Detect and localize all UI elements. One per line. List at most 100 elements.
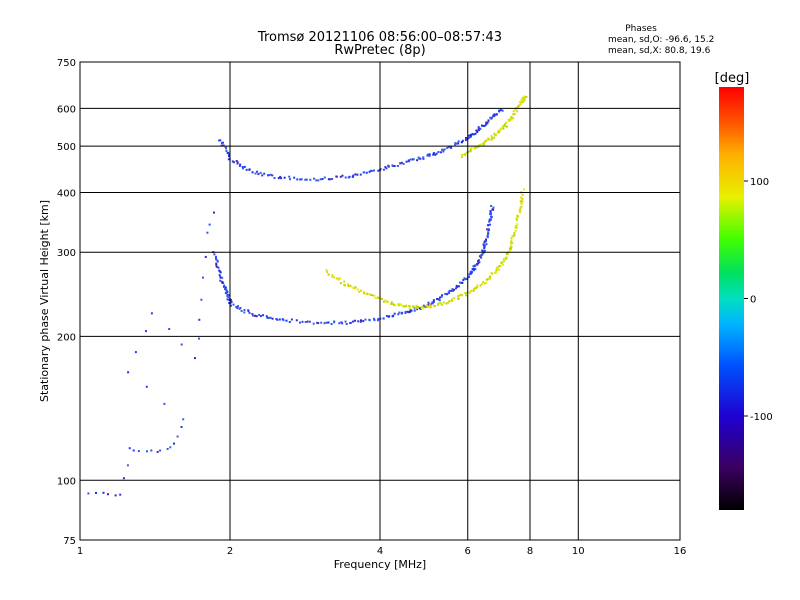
data-point <box>261 174 264 177</box>
data-point <box>439 302 442 305</box>
data-point <box>521 100 524 103</box>
data-point <box>422 306 425 309</box>
data-point <box>461 139 464 142</box>
data-point <box>520 205 523 208</box>
data-point <box>215 263 218 266</box>
data-point <box>237 305 239 308</box>
data-point <box>505 122 507 125</box>
data-point <box>520 196 523 199</box>
data-point <box>238 164 241 167</box>
data-point <box>494 134 497 137</box>
colorbar-ticks: 100 0 -100 <box>744 177 773 423</box>
data-point <box>523 188 525 191</box>
data-point <box>200 298 203 301</box>
data-point <box>384 166 387 169</box>
data-point <box>213 211 215 214</box>
data-point <box>384 299 387 302</box>
data-point <box>295 319 298 322</box>
data-point <box>432 301 435 303</box>
data-point <box>470 133 473 136</box>
data-point <box>304 321 307 323</box>
data-point <box>194 357 196 360</box>
data-point <box>409 158 412 161</box>
data-point <box>309 178 312 181</box>
data-point <box>259 315 262 318</box>
data-point <box>221 276 224 279</box>
data-point <box>248 312 251 314</box>
data-point <box>441 294 443 297</box>
data-point <box>288 321 291 323</box>
data-point <box>510 118 513 121</box>
data-point <box>354 173 357 176</box>
y-tick-label: 750 <box>57 58 76 69</box>
data-point <box>330 275 333 278</box>
data-point <box>450 289 453 292</box>
data-point <box>404 310 407 313</box>
data-point <box>472 133 475 136</box>
data-point <box>516 110 518 113</box>
data-point <box>487 233 489 235</box>
data-point <box>461 141 463 143</box>
data-point <box>485 281 487 284</box>
data-point <box>217 266 220 269</box>
data-point <box>169 446 172 449</box>
data-point <box>435 152 438 155</box>
grid-layer <box>80 62 680 540</box>
data-point <box>347 283 350 286</box>
data-point <box>354 319 356 322</box>
data-point <box>228 302 231 305</box>
data-point <box>451 288 454 291</box>
data-point <box>243 165 246 168</box>
data-point <box>394 304 397 307</box>
data-point <box>222 285 225 288</box>
data-point <box>479 127 482 130</box>
data-point <box>485 278 488 281</box>
data-point <box>173 442 175 445</box>
data-point <box>251 171 254 174</box>
y-tick-label: 75 <box>63 536 76 547</box>
data-point <box>235 160 238 162</box>
data-point <box>299 178 302 181</box>
data-point <box>146 450 148 453</box>
data-point <box>301 320 304 323</box>
data-point <box>448 289 451 292</box>
data-point <box>132 449 135 452</box>
data-point <box>493 136 496 139</box>
data-point <box>476 131 479 134</box>
data-point <box>516 106 519 109</box>
data-point <box>107 493 109 496</box>
data-point <box>483 241 486 244</box>
data-point <box>102 491 105 494</box>
data-point <box>344 320 347 323</box>
data-point <box>126 464 129 467</box>
data-point <box>385 315 388 317</box>
data-point <box>515 225 518 228</box>
data-point <box>392 314 395 317</box>
y-axis-ticks: 75 100 200 300 400 500 600 750 <box>57 58 76 547</box>
y-axis-label: Stationary phase Virtual Height [km] <box>38 200 51 402</box>
data-point <box>441 149 444 151</box>
data-point <box>309 320 311 323</box>
data-point <box>300 178 303 181</box>
data-point <box>485 139 488 142</box>
data-point <box>387 315 390 318</box>
data-point <box>480 256 483 259</box>
data-point <box>351 175 354 178</box>
data-point <box>477 127 480 130</box>
data-point <box>476 263 479 266</box>
colorbar-tick-label: 0 <box>750 295 756 306</box>
data-point <box>432 152 435 154</box>
data-point <box>236 307 239 310</box>
data-point <box>490 216 493 219</box>
data-point <box>341 322 344 325</box>
chart-title: Tromsø 20121106 08:56:00–08:57:43 <box>257 30 502 45</box>
data-point <box>475 129 478 132</box>
data-point <box>408 307 411 310</box>
data-point <box>145 330 147 333</box>
data-point <box>480 253 483 256</box>
data-point <box>243 309 246 311</box>
data-point <box>258 313 261 316</box>
data-point <box>483 245 486 248</box>
data-point <box>339 282 342 285</box>
data-point <box>206 231 209 234</box>
